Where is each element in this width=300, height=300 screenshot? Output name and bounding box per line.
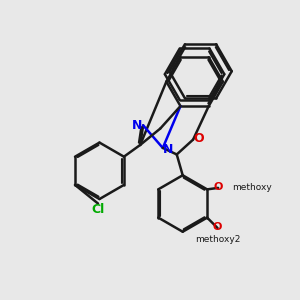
- Text: Cl: Cl: [92, 203, 105, 216]
- Text: methoxy2: methoxy2: [195, 236, 240, 244]
- Text: N: N: [163, 143, 173, 156]
- Text: O: O: [213, 222, 222, 233]
- Text: methoxy: methoxy: [232, 182, 272, 191]
- Text: O: O: [214, 182, 223, 192]
- Text: N: N: [131, 119, 142, 132]
- Text: O: O: [193, 132, 204, 145]
